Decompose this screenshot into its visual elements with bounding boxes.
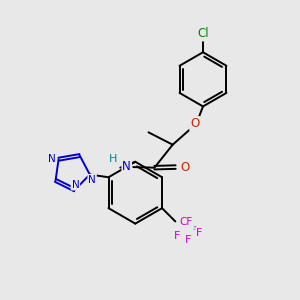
Text: F: F (174, 230, 180, 241)
Text: CF: CF (179, 217, 192, 227)
Text: N: N (122, 160, 131, 173)
Text: N: N (48, 154, 56, 164)
Text: N: N (71, 180, 79, 190)
Text: O: O (180, 160, 190, 174)
Text: H: H (109, 154, 117, 164)
Text: ₃: ₃ (192, 222, 197, 232)
Text: F: F (185, 235, 192, 245)
Text: Cl: Cl (197, 28, 209, 40)
Text: F: F (196, 228, 203, 238)
Text: O: O (190, 117, 200, 130)
Text: N: N (88, 175, 96, 185)
